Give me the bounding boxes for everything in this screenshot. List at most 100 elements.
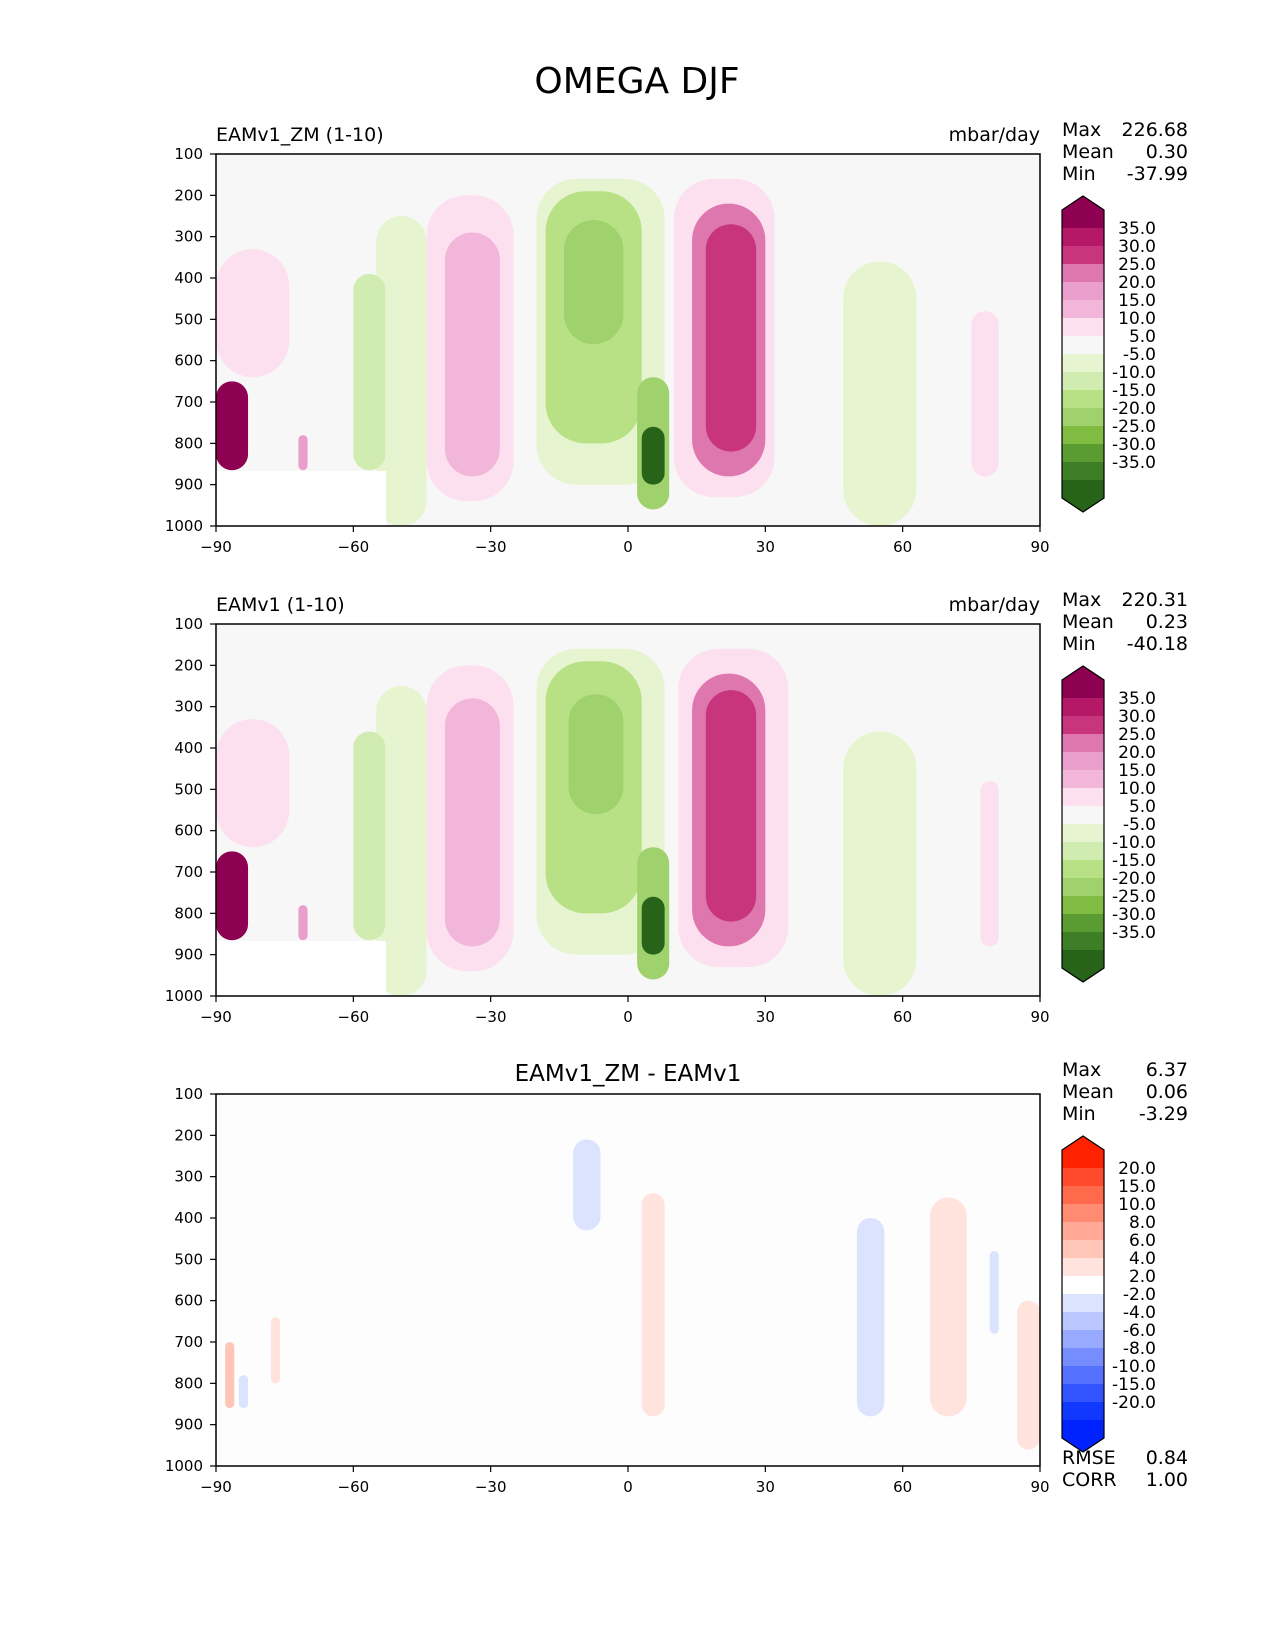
y-tick-label: 900 [174, 476, 203, 494]
panel-2-contour-region [568, 694, 624, 815]
x-tick-label: 90 [1030, 1008, 1049, 1026]
x-tick-label: −60 [338, 538, 370, 556]
y-tick-label: 100 [174, 145, 203, 163]
stat-value: -37.99 [1127, 163, 1188, 185]
colorbar-outline [1061, 665, 1105, 983]
colorbar-outline [1061, 195, 1105, 513]
colorbar-extend-bottom [1062, 480, 1104, 512]
panel-1-contours [216, 178, 999, 526]
y-tick-label: 1000 [165, 517, 203, 535]
y-tick-label: 800 [174, 434, 203, 452]
colorbar-segment [1062, 1258, 1104, 1276]
x-tick-label: −90 [200, 1008, 232, 1026]
colorbar-segment [1062, 354, 1104, 372]
colorbar-segment [1062, 228, 1104, 246]
colorbar-label: -10.0 [1112, 833, 1156, 853]
colorbar-segment [1062, 246, 1104, 264]
colorbar-label: -15.0 [1112, 381, 1156, 401]
colorbar-segment [1062, 1276, 1104, 1294]
panel-2-contours [216, 648, 999, 996]
y-tick-label: 700 [174, 1333, 203, 1351]
stat-value: -40.18 [1127, 633, 1188, 655]
panel-1-contour-region [444, 232, 500, 477]
panel-3-contour-region [856, 1218, 885, 1417]
colorbar-segment [1062, 860, 1104, 878]
x-tick-label: −30 [475, 1008, 507, 1026]
colorbar-label: 10.0 [1118, 309, 1156, 329]
panel-1: EAMv1_ZM (1-10) mbar/day −90 −60 −30 0 30 60 9… [165, 119, 1188, 556]
colorbar-label: -8.0 [1123, 1339, 1156, 1359]
colorbar-label: -25.0 [1112, 887, 1156, 907]
colorbar-label: 20.0 [1118, 743, 1156, 763]
y-tick-label: 800 [174, 904, 203, 922]
panel-1-contour-region [376, 216, 427, 526]
colorbar-segment [1062, 1294, 1104, 1312]
colorbar-segment [1062, 1348, 1104, 1366]
stat-label: Mean [1062, 1081, 1114, 1103]
panel-2-contour-region [705, 690, 757, 922]
colorbar-segment [1062, 444, 1104, 462]
colorbar-extend-top [1062, 196, 1104, 228]
colorbar-label: -10.0 [1112, 363, 1156, 383]
y-tick-label: 700 [174, 393, 203, 411]
y-tick-label: 100 [174, 1085, 203, 1103]
colorbar-segment [1062, 336, 1104, 354]
y-tick-label: 600 [174, 1292, 203, 1310]
panel-2-contour-region [980, 781, 999, 947]
colorbar-segment [1062, 426, 1104, 444]
colorbar-segment [1062, 1330, 1104, 1348]
panel-3-colorbar: 20.015.010.08.06.04.02.0-2.0-4.0-6.0-8.0… [1061, 1135, 1156, 1453]
x-tick-label: 0 [623, 1008, 633, 1026]
stat-value: 0.30 [1146, 141, 1188, 163]
colorbar-label: -20.0 [1112, 399, 1156, 419]
y-tick-label: 500 [174, 1250, 203, 1268]
panel-3-stats: Max 6.37 Mean 0.06 Min -3.29 [1062, 1059, 1188, 1125]
panel-3-contour-region [641, 1193, 665, 1417]
panel-2-title-left: EAMv1 (1-10) [216, 594, 345, 616]
colorbar-segment [1062, 698, 1104, 716]
panel-3-title: EAMv1_ZM - EAMv1 [515, 1061, 742, 1087]
panel-3-contours [225, 1139, 1040, 1450]
y-tick-label: 200 [174, 1126, 203, 1144]
x-tick-label: 60 [893, 538, 912, 556]
x-tick-label: −30 [475, 1478, 507, 1496]
colorbar-segment [1062, 842, 1104, 860]
colorbar-label: 8.0 [1129, 1213, 1156, 1233]
x-tick-label: 60 [893, 1478, 912, 1496]
x-tick-label: −90 [200, 1478, 232, 1496]
stat-label: Min [1062, 633, 1096, 655]
panel-1-contour-region [353, 273, 386, 471]
colorbar-label: -5.0 [1123, 815, 1156, 835]
colorbar-extend-top [1062, 1136, 1104, 1168]
colorbar-segment [1062, 914, 1104, 932]
error-stat-value: 1.00 [1146, 1469, 1188, 1491]
y-tick-label: 200 [174, 656, 203, 674]
colorbar-label: 25.0 [1118, 255, 1156, 275]
colorbar-segment [1062, 1168, 1104, 1186]
colorbar-label: 25.0 [1118, 725, 1156, 745]
colorbar-label: -30.0 [1112, 435, 1156, 455]
colorbar-segment [1062, 264, 1104, 282]
y-tick-label: 800 [174, 1374, 203, 1392]
panel-1-colorbar: 35.030.025.020.015.010.05.0-5.0-10.0-15.… [1061, 195, 1156, 513]
colorbar-segment [1062, 752, 1104, 770]
error-stat-value: 0.84 [1146, 1447, 1188, 1469]
colorbar-label: -5.0 [1123, 345, 1156, 365]
colorbar-label: 5.0 [1129, 797, 1156, 817]
x-tick-label: 90 [1030, 1478, 1049, 1496]
y-tick-label: 400 [174, 739, 203, 757]
colorbar-label: 15.0 [1118, 291, 1156, 311]
colorbar-segment [1062, 1402, 1104, 1420]
colorbar-segment [1062, 716, 1104, 734]
colorbar-segment [1062, 1222, 1104, 1240]
panel-1-title-left: EAMv1_ZM (1-10) [216, 124, 384, 146]
panel-2-contour-region [298, 905, 308, 941]
panel-2-contour-region [216, 851, 249, 941]
colorbar-label: 35.0 [1118, 689, 1156, 709]
colorbar-segment [1062, 770, 1104, 788]
y-tick-label: 300 [174, 1168, 203, 1186]
y-tick-label: 300 [174, 228, 203, 246]
y-tick-label: 700 [174, 863, 203, 881]
colorbar-segment [1062, 1204, 1104, 1222]
panel-3-contour-region [225, 1342, 235, 1409]
